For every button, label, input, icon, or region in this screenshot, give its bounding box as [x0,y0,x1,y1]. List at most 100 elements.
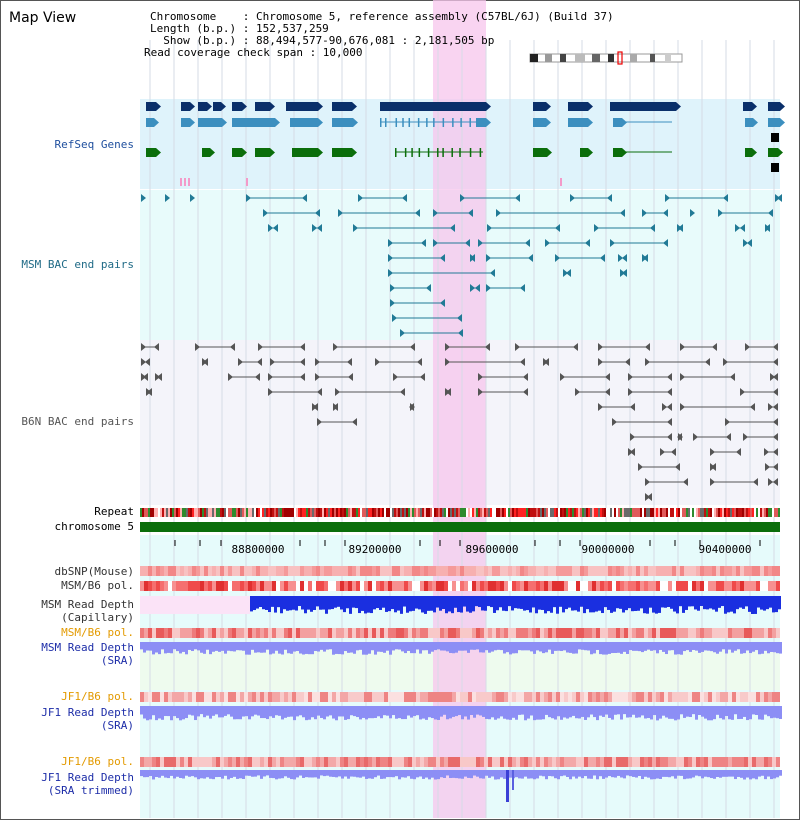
msm-sra-depth-bar [344,642,347,652]
repeat-block [524,508,526,517]
jf1-b6-pol-cell [492,692,496,702]
jf1-b6-pol2-cell [432,757,436,767]
track-label-msm-bac[interactable]: MSM BAC end pairs [21,258,134,271]
dbsnp-cell [360,566,364,576]
msm-sra-depth-bar [647,642,650,650]
gene-exon [479,148,482,157]
dbsnp-cell [516,566,520,576]
jf1-b6-pol-cell [224,692,228,702]
jf1-b6-pol2-cell [700,757,704,767]
msm-b6-pol2-cell [296,628,300,638]
gene-exon [768,118,780,127]
jf1-trimmed-depth-bar [311,770,314,778]
track-label-msm-b6-pol[interactable]: MSM/B6 pol. [61,579,134,592]
jf1-trimmed-depth-bar [158,770,161,778]
msm-sra-depth-bar [362,642,365,655]
dbsnp-cell [276,566,280,576]
msm-sra-depth-bar [221,642,224,651]
repeat-block [270,508,272,517]
msm-capillary-depth-bar [274,596,277,613]
b6n-bac-pair-end [300,343,305,351]
msm-b6-pol2-cell [460,628,464,638]
repeat-block [158,508,160,517]
msm-b6-pol-cell [360,581,364,591]
msm-sra-depth-bar [701,642,704,652]
jf1-b6-pol-cell [632,692,636,702]
msm-b6-pol-cell [760,581,764,591]
msm-b6-pol2-cell [356,628,360,638]
repeat-block [722,508,724,517]
repeat-block [184,508,186,517]
repeat-block [580,508,582,517]
msm-b6-pol-cell [672,581,676,591]
jf1-trimmed-depth-bar [650,770,653,780]
jf1-sra-depth-bar [683,706,686,718]
repeat-block [334,508,336,517]
jf1-b6-pol-cell [400,692,404,702]
jf1-sra-depth-bar [509,706,512,720]
jf1-trimmed-depth-bar [188,770,191,777]
track-label-refseq[interactable]: RefSeq Genes [54,138,134,151]
track-label-msm-depth-cap[interactable]: MSM Read Depth (Capillary) [41,598,134,624]
jf1-b6-pol-cell [360,692,364,702]
msm-sra-depth-bar [698,642,701,653]
msm-sra-depth-bar [278,642,281,654]
ideogram-band [630,54,637,62]
track-label-jf1-depth-sra[interactable]: JF1 Read Depth (SRA) [41,706,134,732]
jf1-b6-pol-cell [580,692,584,702]
track-label-repeat[interactable]: Repeat [94,505,134,518]
track-label-jf1-b6-pol[interactable]: JF1/B6 pol. [61,690,134,703]
jf1-trimmed-depth-bar [497,770,500,780]
dbsnp-cell [240,566,244,576]
jf1-sra-depth-bar [488,706,491,720]
msm-capillary-depth-bar [598,596,601,611]
track-label-dbsnp[interactable]: dbSNP(Mouse) [54,565,134,578]
gene-exon [146,102,156,111]
dbsnp-cell [328,566,332,576]
jf1-sra-depth-bar [527,706,530,719]
msm-sra-depth-bar [779,642,782,654]
track-label-msm-b6-pol-2[interactable]: MSM/B6 pol. [61,626,134,639]
b6n-bac-pair-end [257,358,262,366]
jf1-trimmed-depth-bar [263,770,266,777]
gene-exon [771,163,779,172]
gene-strand-arrow [190,118,195,127]
jf1-sra-depth-bar [449,706,452,719]
msm-b6-pol-cell [684,581,688,591]
jf1-trimmed-depth-bar [692,770,695,778]
jf1-trimmed-depth-bar [293,770,296,780]
jf1-b6-pol-cell [416,692,420,702]
repeat-block [738,508,740,517]
b6n-bac-pair-end [630,433,635,441]
dbsnp-cell [460,566,464,576]
track-label-jf1-depth-trim[interactable]: JF1 Read Depth (SRA trimmed) [41,771,134,797]
msm-capillary-depth-bar [571,596,574,611]
jf1-b6-pol2-cell [140,757,144,767]
msm-b6-pol2-cell [564,628,568,638]
jf1-b6-pol-cell [312,692,316,702]
repeat-block [314,508,316,517]
jf1-sra-depth-bar [332,706,335,719]
b6n-bac-pair-end [147,388,152,396]
axis-tick-label: 89200000 [349,543,402,556]
msm-b6-pol-cell [332,581,336,591]
dbsnp-cell [292,566,296,576]
jf1-b6-pol-cell [572,692,576,702]
repeat-block [252,508,254,517]
msm-sra-depth-bar [572,642,575,654]
msm-sra-depth-bar [200,642,203,653]
msm-b6-pol-cell [292,581,296,591]
b6n-bac-pair-end [573,343,578,351]
jf1-trimmed-depth-bar [713,770,716,779]
repeat-block [472,508,474,517]
track-label-jf1-b6-pol-2[interactable]: JF1/B6 pol. [61,755,134,768]
track-label-b6n-bac[interactable]: B6N BAC end pairs [21,415,134,428]
track-label-chromosome[interactable]: chromosome 5 [54,520,134,533]
gene-strand-arrow [546,118,551,127]
msm-b6-pol2-cell [500,628,504,638]
repeat-block [670,508,672,517]
track-label-msm-depth-sra[interactable]: MSM Read Depth (SRA) [41,641,134,667]
repeat-block [570,508,572,517]
gene-strand-arrow [752,102,757,111]
